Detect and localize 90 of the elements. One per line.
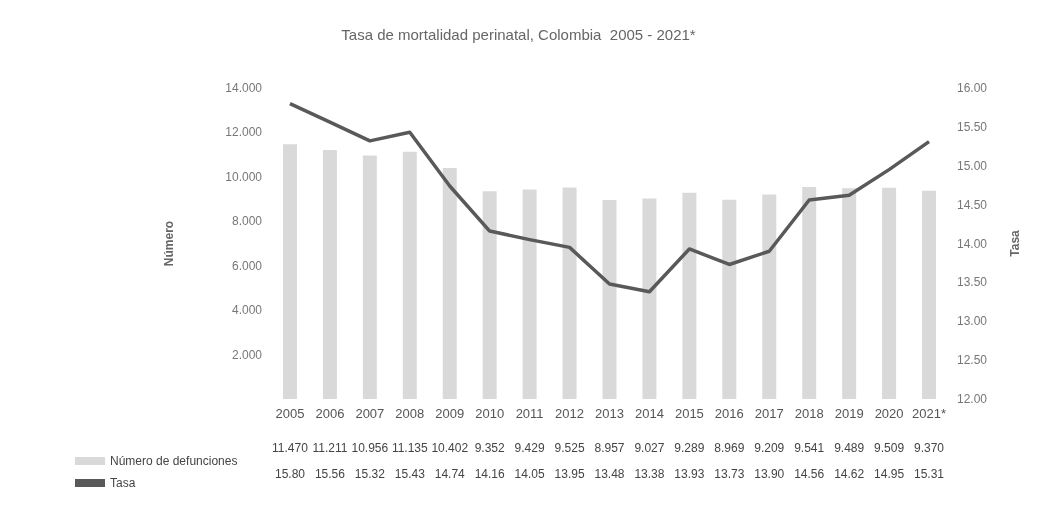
x-tick-label: 2010	[475, 406, 505, 421]
y2-tick-label: 15.00	[957, 158, 988, 173]
data-label: 13.73	[714, 467, 745, 481]
bar	[522, 189, 537, 399]
data-label: 9.509	[874, 441, 905, 455]
data-label: 13.93	[674, 467, 705, 481]
legend-label: Número de defunciones	[110, 454, 238, 468]
data-label: 13.90	[754, 467, 785, 481]
y-axis-title: Número	[162, 220, 176, 267]
data-label: 15.80	[274, 467, 306, 481]
y-tick-label: 10.000	[225, 169, 263, 184]
y-tick-label: 14.000	[225, 81, 263, 95]
bar	[402, 151, 417, 399]
data-label: 14.74	[434, 467, 466, 481]
x-tick-label: 2015	[674, 406, 704, 421]
y2-axis-title: Tasa	[1008, 229, 1022, 257]
data-label: 9.027	[634, 441, 665, 455]
x-tick-label: 2014	[634, 406, 664, 421]
bar	[482, 191, 497, 399]
data-label: 13.95	[554, 467, 585, 481]
data-label: 14.16	[474, 467, 506, 481]
bar	[922, 190, 937, 399]
bar	[802, 187, 817, 399]
data-label: 14.95	[874, 467, 905, 481]
data-label: 13.38	[634, 467, 665, 481]
data-label: 9.525	[554, 441, 585, 455]
legend-label: Tasa	[110, 476, 136, 490]
line-series	[288, 101, 931, 294]
y2-tick-label: 14.00	[957, 236, 988, 251]
x-tick-label: 2008	[395, 406, 425, 421]
x-tick-label: 2013	[595, 406, 624, 421]
bar	[282, 144, 297, 399]
data-label: 9.429	[514, 441, 545, 455]
bar	[882, 187, 897, 399]
data-label: 8.969	[714, 441, 745, 455]
data-label: 15.31	[914, 467, 945, 481]
data-label: 13.48	[594, 467, 625, 481]
x-tick-label: 2007	[355, 406, 385, 421]
data-label: 14.56	[794, 467, 825, 481]
data-label: 9.209	[754, 441, 785, 455]
y2-tick-label: 13.50	[957, 275, 988, 290]
data-label: 14.05	[514, 467, 545, 481]
y2-tick-label: 14.50	[957, 197, 988, 212]
chart-title: Tasa de mortalidad perinatal, Colombia 2005 - 2021*	[341, 26, 696, 43]
bar	[362, 155, 377, 399]
y-tick-label: 8.000	[231, 214, 263, 229]
data-label: 14.62	[834, 467, 865, 481]
bar	[322, 149, 337, 399]
x-tick-label: 2011	[515, 406, 544, 421]
data-label: 11.470	[272, 441, 309, 455]
x-tick-label: 2018	[794, 406, 824, 421]
y2-tick-label: 15.50	[957, 119, 988, 134]
bar	[602, 200, 617, 399]
x-tick-label: 2012	[555, 406, 585, 421]
bar	[642, 198, 657, 399]
bar	[442, 167, 457, 399]
y-tick-label: 6.000	[231, 258, 263, 273]
bar	[562, 187, 577, 399]
data-label: 10.956	[351, 441, 389, 455]
bar	[722, 199, 737, 399]
y2-tick-label: 16.00	[957, 81, 988, 95]
x-tick-label: 2019	[834, 406, 864, 421]
bar	[842, 188, 857, 399]
x-tick-label: 2020	[874, 406, 904, 421]
data-label: 9.370	[914, 441, 945, 455]
y-tick-label: 12.000	[225, 125, 263, 140]
y-tick-label: 4.000	[231, 303, 263, 318]
data-label: 11.135	[391, 441, 429, 455]
x-tick-label: 2006	[315, 406, 345, 421]
data-label: 8.957	[594, 441, 625, 455]
x-tick-label: 2016	[714, 406, 744, 421]
data-label: 9.489	[834, 441, 865, 455]
x-tick-label: 2005	[275, 406, 305, 421]
x-tick-label: 2009	[435, 406, 465, 421]
x-tick-label: 2021*	[912, 406, 947, 421]
data-label: 10.402	[431, 441, 469, 455]
data-label: 15.43	[394, 467, 426, 481]
data-label: 9.541	[794, 441, 825, 455]
data-label: 15.56	[314, 467, 346, 481]
data-label: 9.289	[674, 441, 705, 455]
y2-tick-label: 12.00	[957, 392, 988, 406]
y2-tick-label: 13.00	[957, 314, 988, 329]
x-tick-label: 2017	[754, 406, 784, 421]
data-label: 9.352	[474, 441, 506, 455]
data-label: 11.211	[312, 441, 348, 455]
data-label: 15.32	[354, 467, 386, 481]
bar	[762, 194, 777, 399]
y-tick-label: 2.000	[231, 347, 263, 362]
bar	[682, 192, 697, 399]
y2-tick-label: 12.50	[957, 353, 988, 368]
